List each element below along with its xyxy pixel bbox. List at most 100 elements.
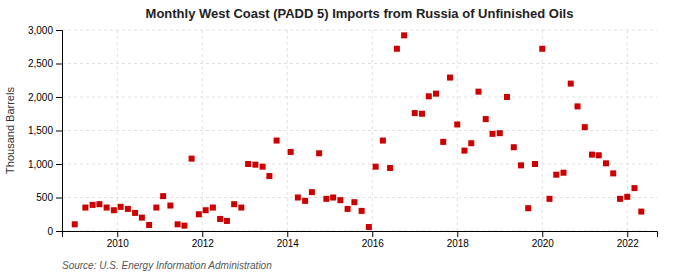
point <box>401 32 407 38</box>
tick-mark <box>542 231 543 237</box>
point <box>167 203 173 209</box>
axis-line <box>63 232 658 238</box>
tick-mark <box>56 30 62 31</box>
grid-line <box>202 30 203 231</box>
tick-label: 2,500 <box>28 58 53 69</box>
tick: 2010 <box>107 231 130 249</box>
point <box>345 206 351 212</box>
point <box>309 189 315 195</box>
point <box>447 75 453 81</box>
tick: 1,500 <box>28 125 62 136</box>
tick-label: 2016 <box>362 238 385 249</box>
point <box>316 150 322 156</box>
point <box>132 210 138 216</box>
point <box>454 121 460 127</box>
tick-mark <box>56 164 62 165</box>
tick: 2014 <box>277 231 300 249</box>
points <box>72 32 645 230</box>
point <box>302 198 308 204</box>
tick: 2012 <box>192 231 215 249</box>
point <box>146 222 152 228</box>
grid-line <box>372 30 373 231</box>
x-axis: 2010 2012 2014 2016 2018 2020 2022 <box>63 231 658 249</box>
point <box>483 116 489 122</box>
point <box>575 103 581 109</box>
point <box>266 173 272 179</box>
tick: 0 <box>47 226 62 237</box>
tick-label: 500 <box>36 192 53 203</box>
point <box>82 205 88 211</box>
point <box>245 161 251 167</box>
tick-label: 3,000 <box>28 25 53 36</box>
axis-line <box>56 31 63 232</box>
tick-label: 0 <box>47 226 53 237</box>
grid-line <box>117 30 118 231</box>
point <box>468 140 474 146</box>
point <box>295 195 301 201</box>
point <box>274 138 280 144</box>
grid-line <box>62 30 657 31</box>
tick: 1,000 <box>28 159 62 170</box>
tick-label: 2020 <box>532 238 555 249</box>
tick-mark <box>287 231 288 237</box>
point <box>238 205 244 211</box>
grid-line <box>62 130 657 131</box>
point <box>366 224 372 230</box>
tick-label: 2022 <box>617 238 640 249</box>
grid-line <box>62 63 657 64</box>
tick-label: 2014 <box>277 238 300 249</box>
point <box>532 161 538 167</box>
tick: 2022 <box>617 231 640 249</box>
tick-mark <box>56 131 62 132</box>
grid-line <box>542 30 543 231</box>
point <box>490 131 496 137</box>
point <box>153 205 159 211</box>
point <box>323 196 329 202</box>
tick: 2016 <box>362 231 385 249</box>
point <box>511 144 517 150</box>
point <box>96 201 102 207</box>
y-axis: 0 500 1,000 1,500 2,000 2,500 3,000 <box>28 25 63 237</box>
grid-line <box>627 30 628 231</box>
tick-label: 2,000 <box>28 92 53 103</box>
point <box>359 208 365 214</box>
tick-mark <box>56 198 62 199</box>
annotation: Source: U.S. Energy Information Administ… <box>62 260 272 271</box>
point <box>181 223 187 229</box>
tick-mark <box>627 231 628 237</box>
tick: 500 <box>36 192 62 203</box>
tick: 2020 <box>532 231 555 249</box>
point <box>617 196 623 202</box>
point <box>160 193 166 199</box>
point <box>351 199 357 205</box>
chart: 2010 2012 2014 2016 2018 2020 2022 0 500 1,000 1,5… <box>0 0 675 275</box>
point <box>419 111 425 117</box>
tick-label: 1,000 <box>28 159 53 170</box>
point <box>203 207 209 213</box>
grid-line <box>62 164 657 165</box>
point <box>476 89 482 95</box>
point <box>90 202 96 208</box>
point <box>440 139 446 145</box>
point <box>497 130 503 136</box>
point <box>387 165 393 171</box>
grid-line <box>62 97 657 98</box>
tick-mark <box>457 231 458 237</box>
point <box>373 164 379 170</box>
point <box>189 156 195 162</box>
tick-label: 2018 <box>447 238 470 249</box>
tick: 3,000 <box>28 25 62 36</box>
grid-line <box>287 30 288 231</box>
point <box>139 215 145 221</box>
point <box>111 207 117 213</box>
point <box>582 124 588 130</box>
tick-mark <box>117 231 118 237</box>
point <box>217 216 223 222</box>
tick-label: 1,500 <box>28 125 53 136</box>
tick-mark <box>202 231 203 237</box>
point <box>224 218 230 224</box>
point <box>546 196 552 202</box>
point <box>337 197 343 203</box>
point <box>394 46 400 52</box>
tick: 2,000 <box>28 92 62 103</box>
